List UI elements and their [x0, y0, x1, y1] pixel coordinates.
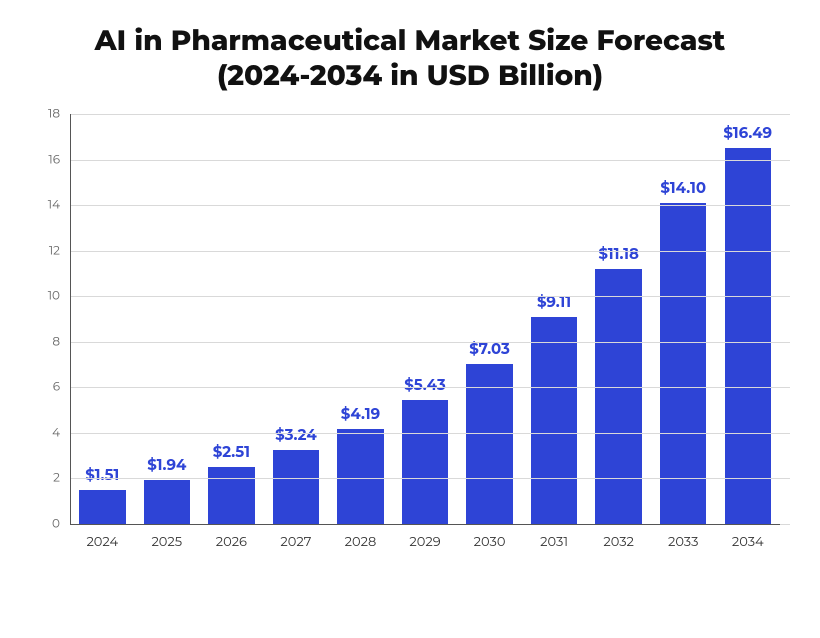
y-tick: 12	[30, 243, 60, 258]
x-axis-line	[70, 524, 780, 525]
y-axis-line	[70, 114, 71, 524]
x-tick: 2032	[586, 526, 651, 554]
y-tick: 0	[30, 517, 60, 532]
x-tick: 2034	[715, 526, 780, 554]
y-tick: 2	[30, 471, 60, 486]
bar-rect	[79, 490, 125, 524]
gridline	[70, 478, 790, 479]
bar-value-label: $14.10	[660, 178, 706, 197]
bar: $1.94	[135, 114, 200, 524]
gridline	[70, 387, 790, 388]
bars-group: $1.51 $1.94 $2.51 $3.24 $4.19 $5.43 $7.03 $9.11…	[70, 114, 780, 524]
bar: $7.03	[457, 114, 522, 524]
bar: $3.24	[264, 114, 329, 524]
gridline	[70, 160, 790, 161]
x-tick: 2033	[651, 526, 716, 554]
plot-region: $1.51 $1.94 $2.51 $3.24 $4.19 $5.43 $7.03 $9.11…	[70, 114, 780, 524]
x-tick: 2030	[457, 526, 522, 554]
bar: $9.11	[522, 114, 587, 524]
y-tick: 14	[30, 198, 60, 213]
bar-value-label: $16.49	[723, 123, 772, 142]
y-tick: 10	[30, 289, 60, 304]
bar-rect	[337, 429, 383, 524]
gridline	[70, 205, 790, 206]
bar-value-label: $1.94	[147, 455, 186, 474]
x-tick: 2026	[199, 526, 264, 554]
bar: $4.19	[328, 114, 393, 524]
bar-rect	[208, 467, 254, 524]
x-tick: 2031	[522, 526, 587, 554]
chart-container: AI in Pharmaceutical Market Size Forecas…	[0, 0, 820, 638]
gridline	[70, 296, 790, 297]
bar: $1.51	[70, 114, 135, 524]
x-tick: 2029	[393, 526, 458, 554]
bar-value-label: $9.11	[537, 292, 571, 311]
bar-value-label: $5.43	[404, 375, 446, 394]
x-tick: 2027	[264, 526, 329, 554]
gridline	[70, 251, 790, 252]
bar-rect	[595, 269, 641, 524]
gridline	[70, 342, 790, 343]
bar-rect	[402, 400, 448, 524]
bar: $11.18	[586, 114, 651, 524]
x-tick: 2024	[70, 526, 135, 554]
y-tick: 16	[30, 152, 60, 167]
bar-value-label: $4.19	[341, 404, 380, 423]
bar-value-label: $3.24	[275, 425, 317, 444]
gridline	[70, 114, 790, 115]
y-tick: 6	[30, 380, 60, 395]
x-tick: 2025	[135, 526, 200, 554]
chart-title: AI in Pharmaceutical Market Size Forecas…	[50, 24, 770, 94]
bar-rect	[144, 480, 190, 524]
y-tick: 4	[30, 425, 60, 440]
gridline	[70, 433, 790, 434]
bar: $2.51	[199, 114, 264, 524]
bar-rect	[273, 450, 319, 524]
bar-value-label: $2.51	[213, 442, 250, 461]
bar-rect	[531, 317, 577, 525]
chart-area: $1.51 $1.94 $2.51 $3.24 $4.19 $5.43 $7.03 $9.11…	[30, 114, 790, 554]
x-tick: 2028	[328, 526, 393, 554]
y-tick: 8	[30, 334, 60, 349]
bar: $5.43	[393, 114, 458, 524]
bar-value-label: $1.51	[85, 465, 119, 484]
bar: $14.10	[651, 114, 716, 524]
y-tick: 18	[30, 107, 60, 122]
bar: $16.49	[715, 114, 780, 524]
bar-value-label: $11.18	[598, 244, 639, 263]
x-axis: 2024202520262027202820292030203120322033…	[70, 526, 780, 554]
